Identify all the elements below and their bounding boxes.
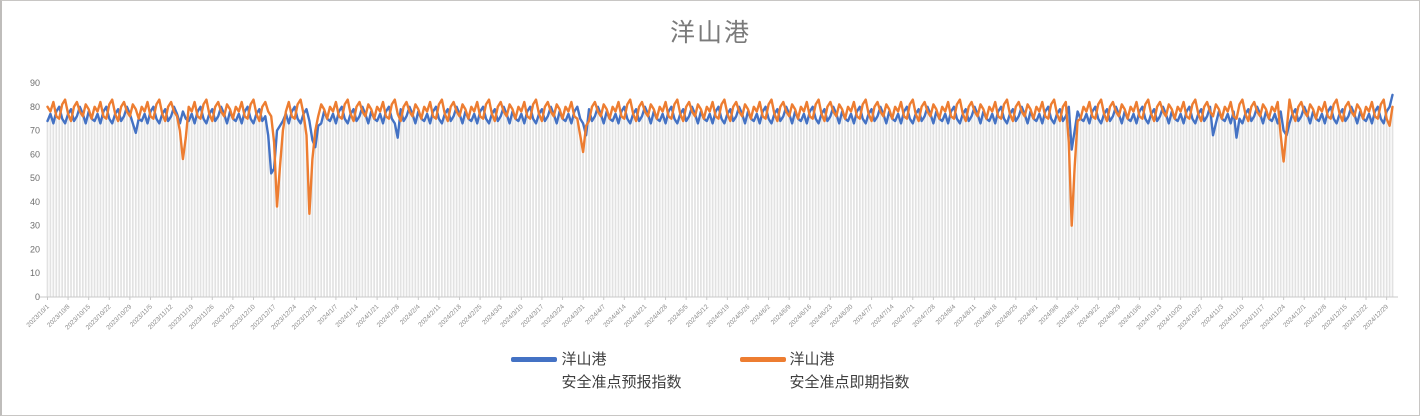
- y-axis-label: 60: [30, 149, 40, 159]
- y-axis-label: 70: [30, 126, 40, 136]
- y-axis-label: 10: [30, 268, 40, 278]
- x-axis-label: 2024/9/1: [1017, 303, 1040, 326]
- x-axis-label: 2024/6/30: [829, 303, 855, 329]
- y-axis-label: 40: [30, 197, 40, 207]
- chart-title: 洋山港: [669, 19, 751, 47]
- chart-legend: 洋山港 安全准点预报指数 洋山港 安全准点即期指数: [2, 348, 1419, 406]
- legend-spot-line1: 洋山港: [789, 351, 835, 368]
- y-axis-label: 0: [35, 292, 40, 302]
- y-axis-label: 50: [30, 173, 40, 183]
- legend-forecast-line2: 安全准点预报指数: [561, 374, 682, 391]
- x-axis-label: 2024/3/31: [561, 303, 587, 329]
- legend-item-forecast[interactable]: 洋山港 安全准点预报指数: [511, 348, 682, 394]
- spot-line-swatch: [739, 357, 786, 362]
- forecast-line-swatch: [511, 357, 558, 362]
- x-axis-label: 2024/2/25: [458, 303, 484, 329]
- x-axis-label: 2024/7/28: [911, 303, 937, 329]
- legend-item-spot[interactable]: 洋山港 安全准点即期指数: [739, 348, 910, 394]
- y-axis-label: 90: [30, 78, 40, 88]
- x-axis-label: 2024/8/25: [994, 303, 1020, 329]
- legend-forecast-line1: 洋山港: [561, 351, 607, 368]
- y-axis-label: 30: [30, 221, 40, 231]
- x-axis-label: 2024/4/28: [644, 303, 670, 329]
- y-axis-label: 80: [30, 102, 40, 112]
- x-axis-label: 2024/1/28: [376, 303, 402, 329]
- y-axis-label: 20: [30, 244, 40, 254]
- x-axis-label: 2024/6/2: [749, 303, 772, 326]
- x-axis-label: 2024/5/26: [726, 303, 752, 329]
- series-line-spot: [46, 98, 1394, 227]
- legend-spot-line2: 安全准点即期指数: [789, 374, 910, 391]
- plot-area: 01020304050607080902023/10/12023/10/8202…: [26, 78, 1398, 331]
